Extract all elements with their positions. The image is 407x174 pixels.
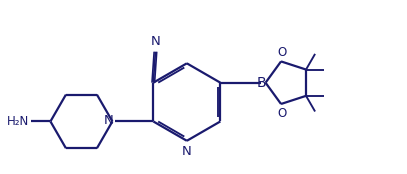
Text: N: N bbox=[104, 114, 114, 127]
Text: N: N bbox=[182, 145, 192, 158]
Text: B: B bbox=[256, 76, 266, 90]
Text: O: O bbox=[277, 46, 287, 59]
Text: N: N bbox=[151, 35, 160, 48]
Text: O: O bbox=[277, 106, 287, 120]
Text: H₂N: H₂N bbox=[7, 115, 29, 128]
